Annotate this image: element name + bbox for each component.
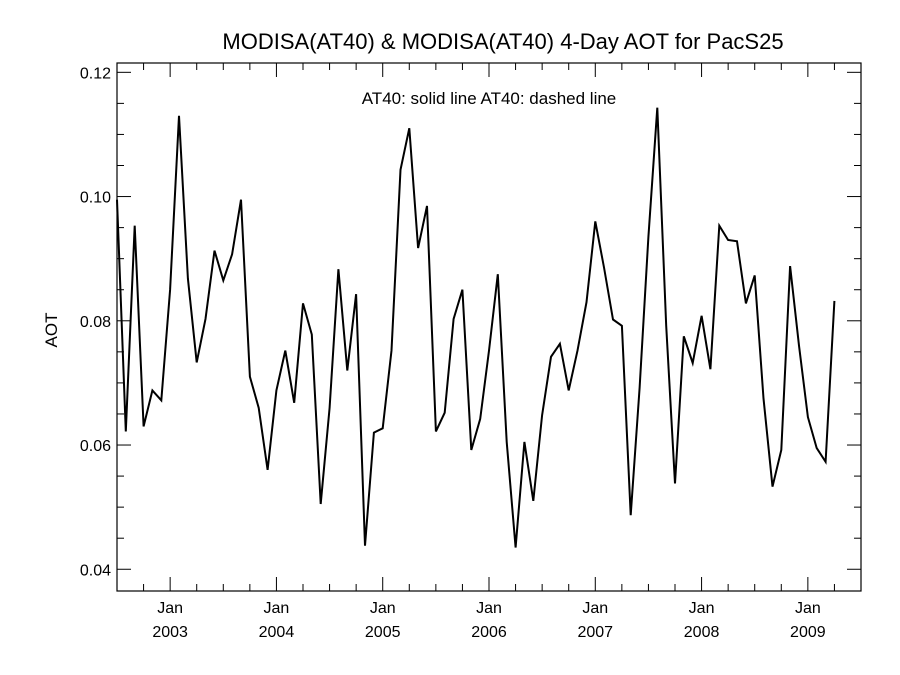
x-tick-year-label: 2007: [577, 624, 613, 641]
x-tick-month-label: Jan: [582, 600, 608, 617]
x-tick-month-label: Jan: [476, 600, 502, 617]
x-tick-year-label: 2008: [684, 624, 720, 641]
x-tick-month-label: Jan: [795, 600, 821, 617]
y-axis-label: AOT: [42, 313, 61, 348]
series-line-solid: [116, 107, 836, 548]
y-tick-label: 0.12: [80, 65, 111, 82]
x-tick-month-label: Jan: [370, 600, 396, 617]
x-tick-month-label: Jan: [689, 600, 715, 617]
chart-title: MODISA(AT40) & MODISA(AT40) 4-Day AOT fo…: [222, 29, 783, 54]
x-tick-year-label: 2004: [259, 624, 295, 641]
x-tick-month-label: Jan: [264, 600, 290, 617]
y-tick-label: 0.10: [80, 190, 111, 207]
y-tick-label: 0.04: [80, 562, 111, 579]
x-tick-year-label: 2005: [365, 624, 401, 641]
axis-ticks-layer: 0.04 0.06 0.08 0.10 0.12 Jan 2003 Jan 2004 Jan 200…: [80, 63, 861, 641]
x-tick-month-label: Jan: [157, 600, 183, 617]
legend-annotation: AT40: solid line AT40: dashed line: [362, 89, 617, 108]
x-tick-year-label: 2009: [790, 624, 826, 641]
series-layer: [116, 107, 836, 548]
y-tick-label: 0.08: [80, 314, 111, 331]
x-tick-year-label: 2003: [152, 624, 188, 641]
x-tick-year-label: 2006: [471, 624, 507, 641]
plot-frame: [116, 62, 862, 592]
y-tick-label: 0.06: [80, 438, 111, 455]
